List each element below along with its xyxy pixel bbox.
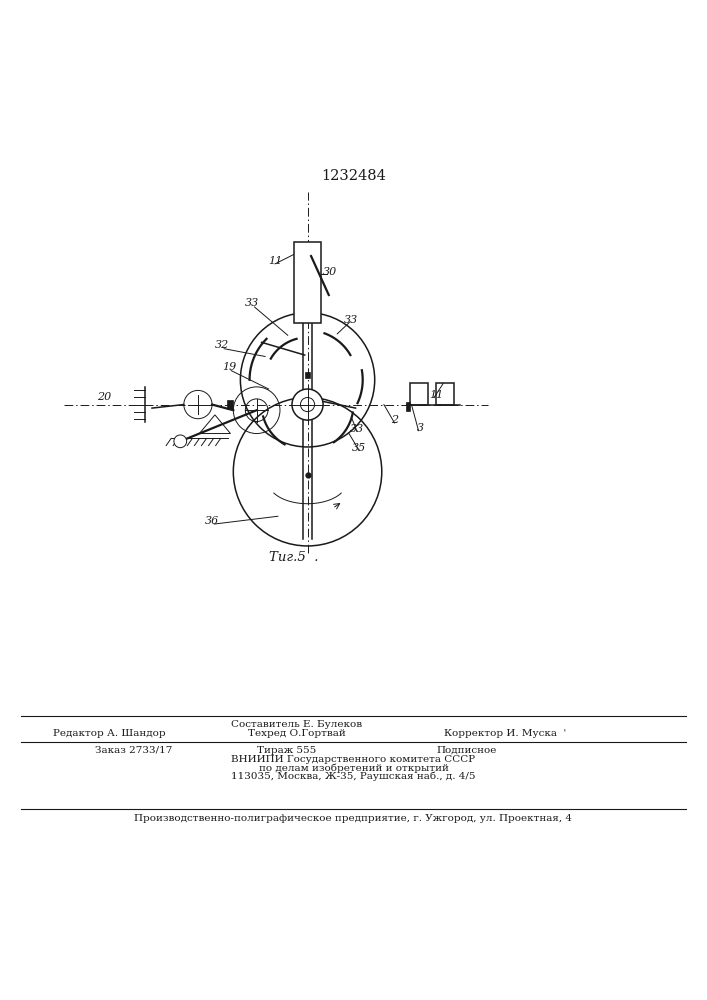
Text: Заказ 2733/17: Заказ 2733/17 xyxy=(95,746,173,755)
Bar xyxy=(436,383,454,405)
Bar xyxy=(406,402,410,411)
Text: Тираж 555: Тираж 555 xyxy=(257,746,316,755)
Text: 11: 11 xyxy=(429,390,443,400)
Text: 33: 33 xyxy=(350,424,364,434)
Bar xyxy=(227,400,233,409)
Bar xyxy=(410,383,428,405)
Text: 36: 36 xyxy=(205,516,219,526)
Text: Τиг.5  .: Τиг.5 . xyxy=(269,551,318,564)
Text: по делам изобретений и открытий: по делам изобретений и открытий xyxy=(259,763,448,773)
Text: 1232484: 1232484 xyxy=(321,169,386,183)
Text: 35: 35 xyxy=(352,443,366,453)
Text: 30: 30 xyxy=(323,267,337,277)
Text: 32: 32 xyxy=(215,340,229,350)
Bar xyxy=(294,242,321,323)
Circle shape xyxy=(292,389,323,420)
Text: 20: 20 xyxy=(98,392,112,402)
Text: Редактор А. Шандор: Редактор А. Шандор xyxy=(53,729,166,738)
Text: 33: 33 xyxy=(245,298,259,308)
Text: Производственно-полиграфическое предприятие, г. Ужгород, ул. Проектная, 4: Производственно-полиграфическое предприя… xyxy=(134,814,573,823)
Text: 19: 19 xyxy=(222,362,236,372)
Circle shape xyxy=(174,435,187,448)
Bar xyxy=(305,372,310,378)
Text: 2: 2 xyxy=(391,415,398,425)
Text: 3: 3 xyxy=(416,423,423,433)
Text: 33: 33 xyxy=(344,315,358,325)
Text: Корректор И. Муска  ': Корректор И. Муска ' xyxy=(445,729,566,738)
Text: Составитель Е. Булеков: Составитель Е. Булеков xyxy=(231,720,363,729)
Text: 11: 11 xyxy=(268,256,282,266)
Text: Техред О.Гортвай: Техред О.Гортвай xyxy=(248,729,346,738)
Text: 113035, Москва, Ж-35, Раушская наб., д. 4/5: 113035, Москва, Ж-35, Раушская наб., д. … xyxy=(231,772,476,781)
Text: Подписное: Подписное xyxy=(436,746,497,755)
Text: ВНИИПИ Государственного комитета СССР: ВНИИПИ Государственного комитета СССР xyxy=(231,755,476,764)
